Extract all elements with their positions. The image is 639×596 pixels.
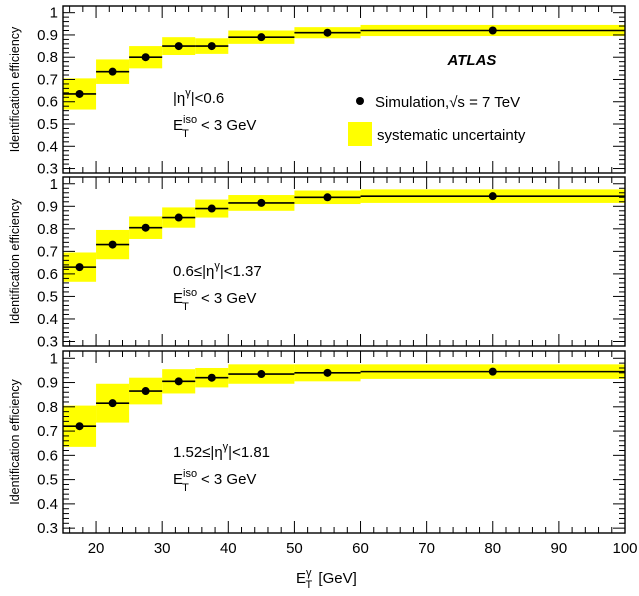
y-tick-label: 0.3 — [37, 520, 58, 537]
y-tick-label: 1 — [50, 350, 58, 367]
data-point-5 — [207, 42, 216, 51]
y-tick-label: 0.3 — [37, 161, 58, 178]
y-axis-label: Identification efficiency — [8, 198, 22, 324]
isolation-cut-label: Eiso T < 3 GeV — [173, 114, 256, 140]
data-point-2 — [108, 240, 117, 249]
isolation-cut-label: Eiso T < 3 GeV — [173, 287, 256, 313]
y-axis-label: Identification efficiency — [8, 378, 22, 504]
x-tick-label: 50 — [286, 540, 303, 557]
legend-band-swatch — [348, 122, 372, 146]
data-point-2 — [108, 67, 117, 76]
legend-marker — [356, 97, 364, 105]
data-point-7 — [323, 193, 332, 202]
legend-marker-label: Simulation,√s = 7 TeV — [375, 94, 520, 111]
x-tick-label: 40 — [220, 540, 237, 557]
y-tick-label: 0.8 — [37, 399, 58, 416]
data-point-1 — [75, 263, 84, 272]
legend-band-label: systematic uncertainty — [377, 127, 526, 144]
x-tick-label: 20 — [88, 540, 105, 557]
x-tick-label: 80 — [484, 540, 501, 557]
y-tick-label: 0.4 — [37, 496, 58, 513]
data-point-5 — [207, 373, 216, 382]
data-point-2 — [108, 399, 117, 408]
x-tick-label: 30 — [154, 540, 171, 557]
data-point-8 — [488, 26, 497, 35]
y-tick-label: 0.3 — [37, 333, 58, 350]
x-tick-label: 90 — [551, 540, 568, 557]
y-tick-label: 0.8 — [37, 49, 58, 66]
y-tick-label: 0.7 — [37, 423, 58, 440]
y-tick-label: 0.5 — [37, 472, 58, 489]
data-point-3 — [141, 387, 150, 396]
panel-3: 0.3 0.4 0.5 0.6 0.7 0.8 0.9 1 Identification eff… — [8, 350, 626, 537]
y-tick-label: 0.9 — [37, 27, 58, 44]
y-axis-label: Identification efficiency — [8, 26, 22, 152]
y-tick-label: 0.7 — [37, 71, 58, 88]
eta-range-label: |ηγ|<0.6 — [173, 87, 224, 107]
x-axis-label: Eγ T [GeV] — [296, 567, 357, 591]
data-point-5 — [207, 204, 216, 213]
data-point-1 — [75, 89, 84, 98]
isolation-cut-label: Eiso T < 3 GeV — [173, 468, 256, 494]
data-point-6 — [257, 33, 266, 42]
data-point-6 — [257, 198, 266, 207]
y-tick-label: 1 — [50, 5, 58, 22]
data-point-4 — [174, 42, 183, 51]
x-tick-label: 60 — [352, 540, 369, 557]
y-tick-label: 0.6 — [37, 266, 58, 283]
data-point-3 — [141, 223, 150, 232]
x-tick-label: 70 — [418, 540, 435, 557]
y-tick-label: 0.8 — [37, 221, 58, 238]
panel-frame — [62, 176, 626, 347]
data-point-8 — [488, 192, 497, 201]
data-point-8 — [488, 367, 497, 376]
eta-range-label: 0.6≤|ηγ|<1.37 — [173, 260, 262, 280]
data-point-7 — [323, 28, 332, 37]
data-point-4 — [174, 213, 183, 222]
panel-frame — [62, 5, 626, 174]
atlas-label: ATLAS — [447, 52, 497, 69]
y-tick-label: 0.5 — [37, 116, 58, 133]
y-tick-label: 0.4 — [37, 311, 58, 328]
y-tick-label: 0.4 — [37, 138, 58, 155]
panel-1: 0.3 0.4 0.5 0.6 0.7 0.8 0.9 1 Identification eff… — [8, 5, 626, 178]
data-point-4 — [174, 377, 183, 386]
y-tick-label: 0.7 — [37, 243, 58, 260]
data-point-1 — [75, 422, 84, 431]
x-tick-label: 100 — [612, 540, 637, 557]
y-tick-label: 0.9 — [37, 198, 58, 215]
y-tick-label: 0.6 — [37, 447, 58, 464]
data-point-7 — [323, 368, 332, 377]
data-point-3 — [141, 53, 150, 62]
eta-range-label: 1.52≤|ηγ|<1.81 — [173, 441, 270, 461]
data-point-6 — [257, 370, 266, 379]
y-tick-label: 0.9 — [37, 375, 58, 392]
panel-2: 0.3 0.4 0.5 0.6 0.7 0.8 0.9 1 Identification eff… — [8, 176, 626, 350]
y-tick-label: 1 — [50, 176, 58, 193]
panel-frame — [62, 350, 626, 534]
y-tick-label: 0.6 — [37, 94, 58, 111]
y-tick-label: 0.5 — [37, 288, 58, 305]
